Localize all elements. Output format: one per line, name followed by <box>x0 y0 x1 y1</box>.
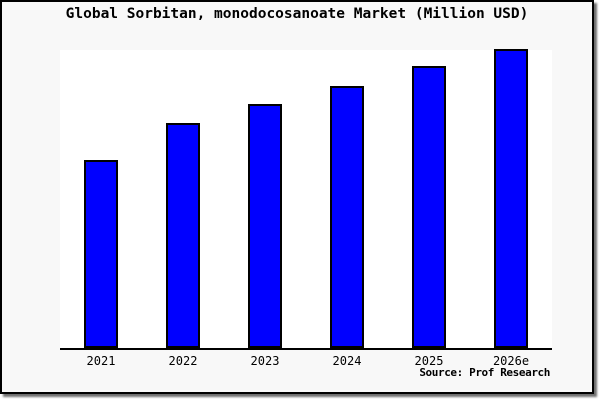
plot-area <box>60 49 552 350</box>
source-credit: Source: Prof Research <box>419 366 550 379</box>
bar-2025 <box>412 66 446 348</box>
bar-2023 <box>248 104 282 348</box>
bar-2022 <box>166 123 200 348</box>
x-tick-label-2026e: 2026e <box>492 354 530 368</box>
x-tick-label-2024: 2024 <box>332 354 362 368</box>
bar-2026e <box>494 49 528 348</box>
x-axis-labels: 2021 2022 2023 2024 2025 2026e <box>60 352 552 368</box>
x-tick-label-2025: 2025 <box>414 354 444 368</box>
bar-2024 <box>330 86 364 348</box>
bar-2021 <box>84 160 118 348</box>
x-tick-label-2022: 2022 <box>168 354 198 368</box>
chart-title: Global Sorbitan, monodocosanoate Market … <box>65 6 529 22</box>
x-tick-label-2023: 2023 <box>250 354 280 368</box>
chart-frame: Global Sorbitan, monodocosanoate Market … <box>0 0 594 394</box>
x-tick-label-2021: 2021 <box>86 354 116 368</box>
